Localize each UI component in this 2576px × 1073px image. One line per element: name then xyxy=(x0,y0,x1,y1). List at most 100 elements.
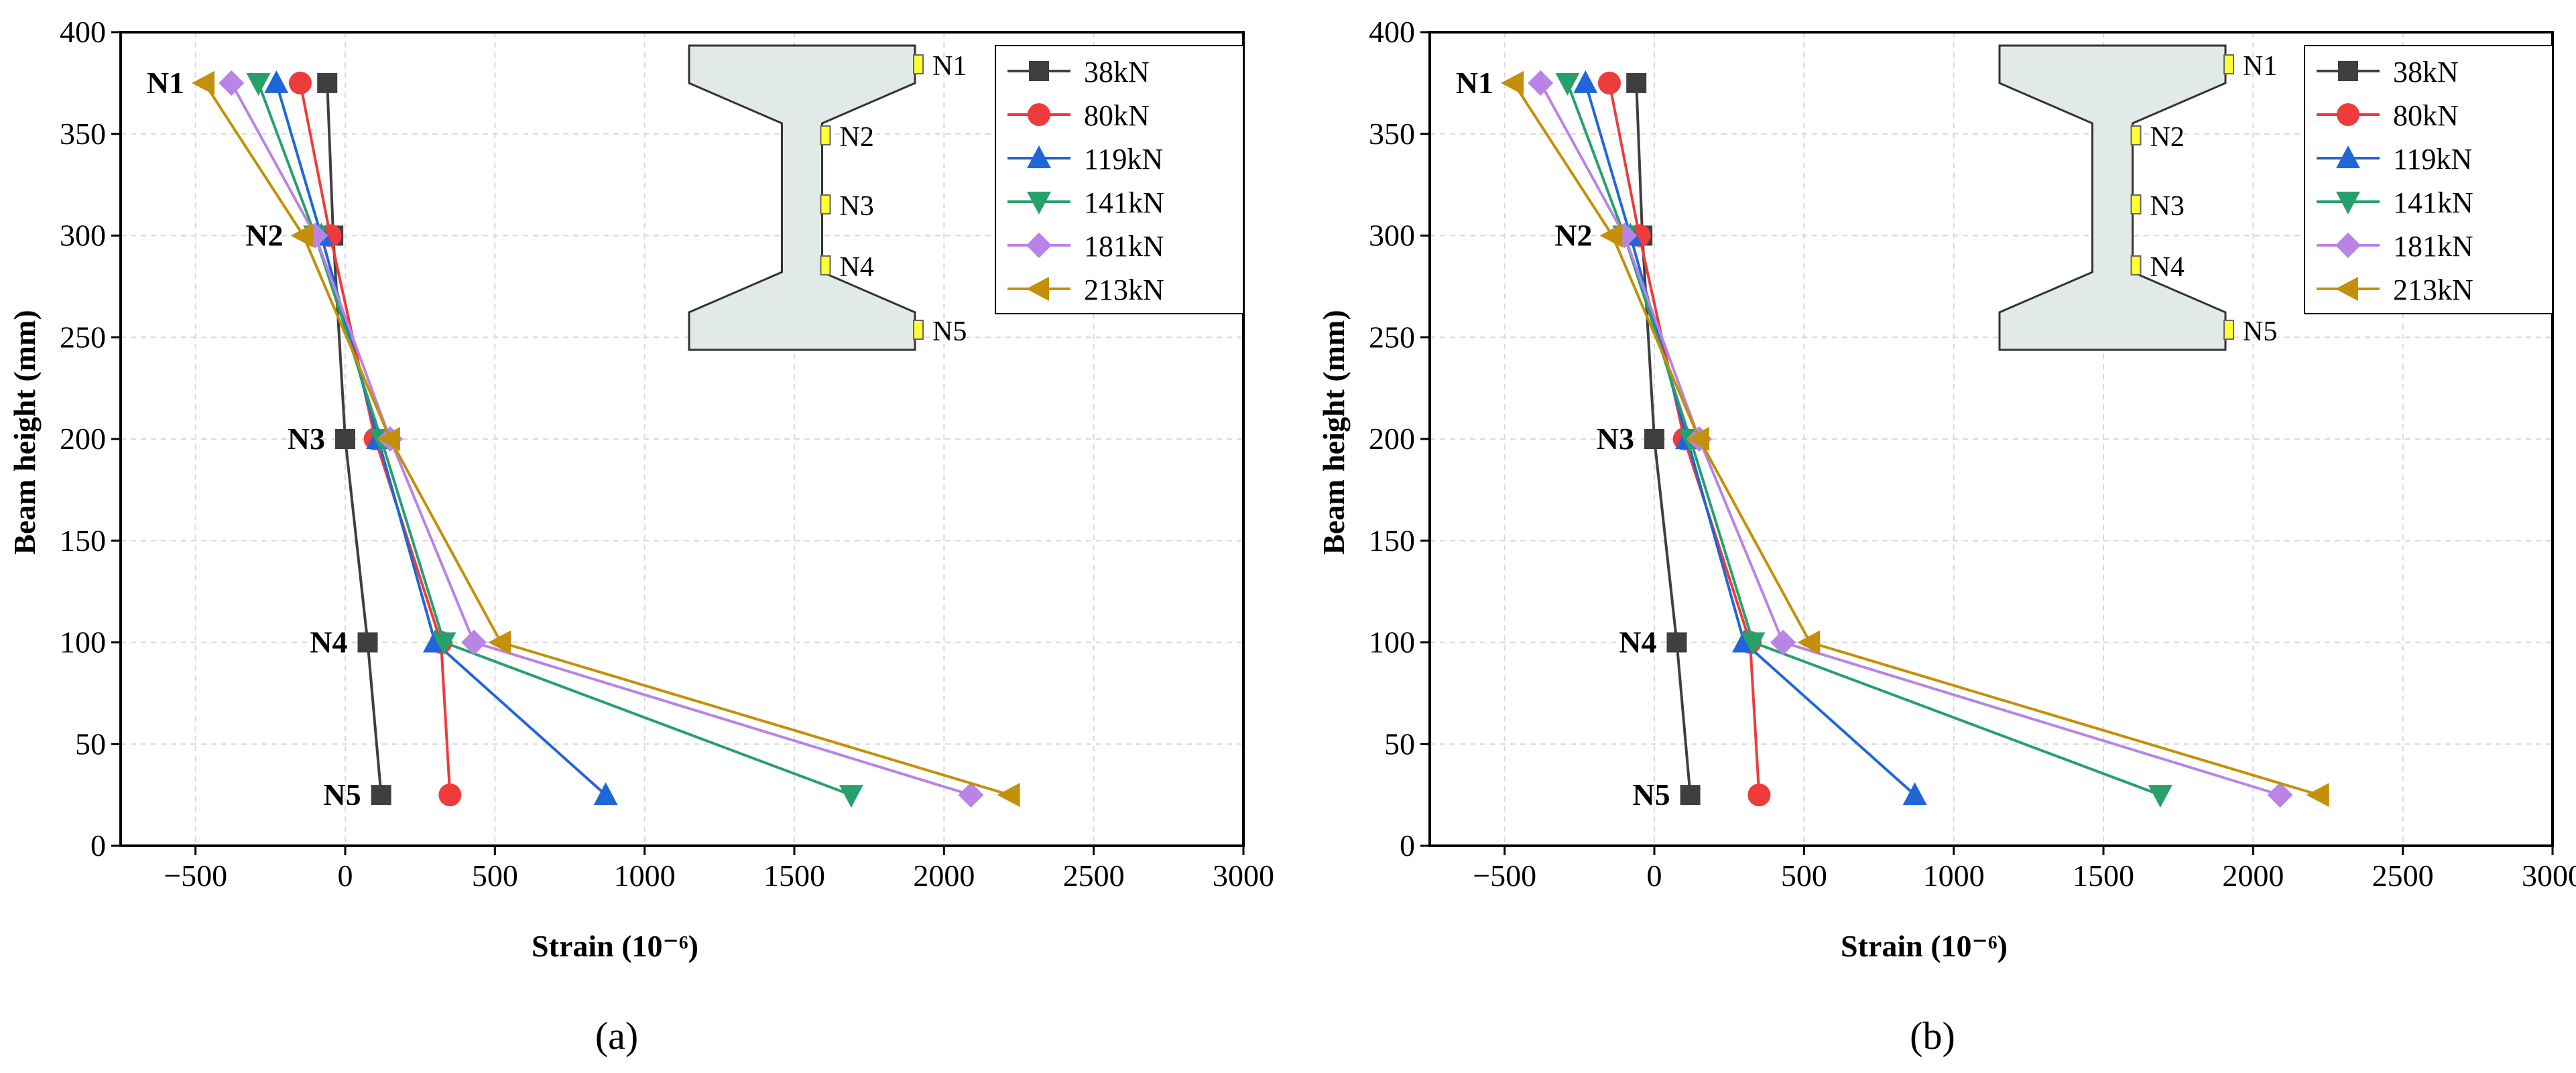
y-tick-label: 150 xyxy=(1369,523,1415,558)
legend-item-119kN: 119kN xyxy=(2317,143,2472,176)
data-point-181kN-n4 xyxy=(461,629,487,655)
legend-item-141kN: 141kN xyxy=(1007,186,1164,219)
series-213kN xyxy=(192,70,1020,808)
y-tick-label: 250 xyxy=(60,320,106,354)
x-tick-label: 2500 xyxy=(1063,859,1125,893)
data-point-213kN-n2 xyxy=(1599,223,1623,248)
section-label-n5: N5 xyxy=(2243,316,2277,347)
series-213kN xyxy=(1501,70,2329,808)
x-axis-title: Strain (10⁻⁶) xyxy=(1841,929,2008,963)
legend-label-181kN: 181kN xyxy=(2393,230,2473,263)
data-point-38kN-n3 xyxy=(335,429,355,449)
section-label-n4: N4 xyxy=(2150,252,2185,283)
legend-marker-181kN xyxy=(1026,233,1052,258)
strain-gauge-n3 xyxy=(2130,194,2142,214)
x-tick-label: 1500 xyxy=(763,859,825,893)
strain-gauge-n4 xyxy=(820,255,831,275)
y-tick-label: 100 xyxy=(1369,625,1415,659)
i-beam-section xyxy=(1998,44,2227,351)
legend-marker-38kN xyxy=(2338,61,2358,81)
data-point-213kN-n3 xyxy=(377,427,400,451)
y-tick-label: 50 xyxy=(75,727,106,761)
data-point-80kN-n5 xyxy=(438,783,462,807)
x-tick-label: 1000 xyxy=(1923,859,1985,893)
data-point-141kN-n5 xyxy=(2148,785,2172,808)
x-tick-label: 2500 xyxy=(2372,859,2434,893)
x-tick-label: −500 xyxy=(1473,859,1536,893)
section-label-n3: N3 xyxy=(2150,191,2185,222)
data-point-141kN-n1 xyxy=(1555,72,1580,96)
legend-label-119kN: 119kN xyxy=(2393,143,2472,176)
y-tick-label: 0 xyxy=(90,828,106,863)
legend-box xyxy=(995,45,1244,314)
data-point-213kN-n1 xyxy=(1501,70,1524,95)
legend-label-213kN: 213kN xyxy=(2393,273,2473,306)
y-tick-label: 100 xyxy=(60,625,106,659)
legend-item-213kN: 213kN xyxy=(1007,273,1164,306)
section-label-n5: N5 xyxy=(932,316,967,347)
section-label-n1: N1 xyxy=(932,51,967,82)
node-label-n1: N1 xyxy=(1456,66,1493,100)
y-tick-label: 350 xyxy=(60,117,106,151)
node-label-n5: N5 xyxy=(1632,777,1670,812)
data-point-213kN-n5 xyxy=(997,783,1020,808)
strain-gauge-n2 xyxy=(820,125,831,145)
x-tick-label: 500 xyxy=(1781,859,1827,893)
legend-item-119kN: 119kN xyxy=(1007,143,1163,176)
data-point-141kN-n4 xyxy=(432,632,456,655)
section-label-n2: N2 xyxy=(2150,122,2185,153)
strain-gauge-n1 xyxy=(913,54,924,74)
y-axis-title: Beam height (mm) xyxy=(1316,310,1351,554)
legend-marker-213kN xyxy=(1026,277,1049,301)
node-label-n3: N3 xyxy=(1597,422,1634,456)
panel-caption-a: (a) xyxy=(595,1014,638,1058)
data-point-119kN-n5 xyxy=(593,782,618,806)
data-point-80kN-n1 xyxy=(289,71,312,94)
chart-panel-a: −500 0 500 1000 1500 2000 2500 3000 0 50 100 150 200… xyxy=(7,15,1274,963)
data-point-38kN-n4 xyxy=(1666,632,1687,653)
y-tick-label: 200 xyxy=(60,422,106,456)
y-tick-label: 200 xyxy=(1369,422,1415,456)
data-point-119kN-n1 xyxy=(1573,70,1598,93)
legend-marker-80kN xyxy=(2337,103,2359,126)
x-tick-label: 3000 xyxy=(2522,859,2576,893)
panel-caption-b: (b) xyxy=(1910,1014,1955,1058)
node-label-n3: N3 xyxy=(288,422,325,456)
data-point-119kN-n5 xyxy=(1902,782,1927,806)
strain-gauge-n3 xyxy=(820,194,831,214)
y-tick-label: 400 xyxy=(1369,15,1415,49)
legend-marker-181kN xyxy=(2335,233,2361,258)
legend-item-38kN: 38kN xyxy=(1007,56,1150,88)
strain-gauge-n5 xyxy=(913,320,924,340)
y-tick-label: 0 xyxy=(1400,828,1415,863)
data-point-213kN-n4 xyxy=(488,630,511,655)
x-tick-label: 0 xyxy=(1647,859,1662,893)
y-tick-label: 250 xyxy=(1369,320,1415,354)
strain-gauge-n2 xyxy=(2130,125,2142,145)
data-point-181kN-n1 xyxy=(1528,70,1554,96)
y-tick-label: 150 xyxy=(60,523,106,558)
section-inset: N1 N2 N3 N4 N5 xyxy=(688,44,967,351)
legend-item-38kN: 38kN xyxy=(2317,56,2459,88)
node-label-n2: N2 xyxy=(245,218,283,253)
legend-label-181kN: 181kN xyxy=(1084,230,1164,263)
legend-item-181kN: 181kN xyxy=(1007,230,1164,263)
x-tick-label: 0 xyxy=(338,859,353,893)
y-tick-label: 300 xyxy=(1369,218,1415,253)
legend-marker-38kN xyxy=(1029,61,1049,81)
legend-label-80kN: 80kN xyxy=(2393,99,2459,132)
data-point-181kN-n5 xyxy=(2267,782,2293,808)
legend-item-80kN: 80kN xyxy=(1007,99,1150,132)
legend-label-38kN: 38kN xyxy=(1084,56,1150,88)
legend-marker-119kN xyxy=(2336,145,2360,168)
ticks: −500 0 500 1000 1500 2000 2500 3000 0 50 100 150 200… xyxy=(60,15,1274,893)
y-axis-title: Beam height (mm) xyxy=(7,310,42,554)
legend-marker-141kN xyxy=(1027,192,1051,214)
x-tick-label: 1500 xyxy=(2073,859,2134,893)
data-point-213kN-n3 xyxy=(1686,427,1709,451)
x-axis-title: Strain (10⁻⁶) xyxy=(532,929,698,963)
legend-label-119kN: 119kN xyxy=(1084,143,1163,176)
strain-gauge-n1 xyxy=(2223,54,2234,74)
x-tick-label: 2000 xyxy=(913,859,975,893)
legend-item-80kN: 80kN xyxy=(2317,99,2459,132)
